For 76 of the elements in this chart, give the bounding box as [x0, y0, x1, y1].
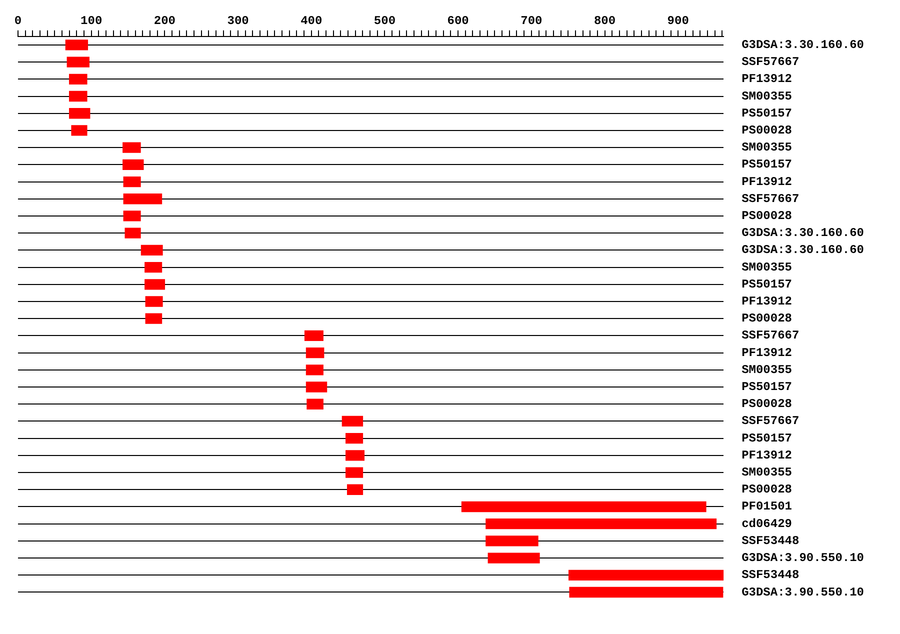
y-tick-label: SM00355	[742, 260, 792, 274]
x-tick-label: 500	[374, 14, 396, 28]
bar	[488, 552, 540, 564]
y-tick-label: PF13912	[742, 294, 792, 309]
bar	[124, 228, 141, 238]
bar	[486, 518, 717, 530]
x-tick-label: 200	[154, 14, 176, 28]
y-tick-label: SSF57667	[742, 192, 800, 206]
y-tick-label: PS50157	[742, 277, 792, 292]
y-tick-label: G3DSA:3.90.550.10	[742, 551, 864, 566]
bar	[304, 330, 324, 342]
bar	[306, 364, 324, 376]
bar	[69, 74, 88, 84]
bar	[144, 262, 162, 273]
bar	[342, 416, 364, 427]
bar	[69, 90, 88, 102]
x-tick-label: 800	[594, 14, 616, 28]
y-tick-label: SM00355	[742, 362, 792, 377]
bar	[123, 176, 141, 188]
y-tick-label: PF13912	[742, 174, 792, 189]
x-tick-label: 300	[227, 14, 249, 28]
y-tick-label: PF13912	[742, 448, 792, 462]
bar	[69, 108, 90, 119]
bar	[569, 586, 724, 598]
bar	[71, 125, 88, 136]
x-tick-label: 400	[300, 14, 322, 28]
x-tick-label: 600	[447, 14, 469, 28]
bar	[306, 398, 324, 410]
y-tick-label: G3DSA:3.30.160.60	[742, 226, 864, 240]
y-tick-label: PS50157	[742, 106, 792, 120]
bar	[346, 432, 364, 444]
y-tick-label: PS50157	[742, 158, 792, 172]
y-tick-label: PS00028	[742, 397, 792, 412]
y-tick-label: G3DSA:3.30.160.60	[742, 38, 864, 52]
bar	[140, 244, 163, 256]
bar	[346, 467, 364, 478]
bar	[122, 142, 141, 153]
y-tick-label: SM00355	[742, 140, 792, 155]
bar	[306, 382, 328, 392]
bar	[145, 296, 163, 307]
y-tick-label: PS00028	[742, 208, 792, 223]
x-tick-label: 100	[80, 14, 102, 28]
y-tick-label: PS50157	[742, 380, 792, 394]
bar	[346, 484, 364, 495]
bar	[306, 347, 324, 358]
y-tick-label: SSF57667	[742, 55, 800, 70]
bar	[461, 501, 706, 512]
bar	[568, 570, 724, 580]
y-tick-label: SSF57667	[742, 414, 800, 428]
bar	[346, 450, 365, 461]
bar	[144, 279, 166, 290]
y-tick-label: G3DSA:3.90.550.10	[742, 585, 864, 600]
bar	[66, 56, 90, 68]
y-tick-label: PF13912	[742, 346, 792, 360]
y-tick-label: PS00028	[742, 312, 792, 326]
y-tick-label: PF01501	[742, 500, 792, 514]
bar	[145, 313, 162, 324]
bar	[486, 536, 538, 546]
y-tick-label: G3DSA:3.30.160.60	[742, 243, 864, 258]
bar	[122, 159, 144, 170]
bar	[123, 210, 141, 222]
bar	[123, 194, 162, 204]
y-tick-label: PF13912	[742, 72, 792, 86]
y-tick-label: SSF53448	[742, 568, 800, 582]
x-tick-label: 0	[14, 14, 22, 28]
y-tick-label: PS50157	[742, 431, 792, 446]
x-tick-label: 900	[667, 14, 689, 28]
y-tick-label: SSF57667	[742, 328, 800, 343]
x-tick-label: 700	[520, 14, 542, 28]
y-tick-label: SSF53448	[742, 534, 800, 548]
y-tick-label: SM00355	[742, 466, 792, 480]
y-tick-label: SM00355	[742, 89, 792, 104]
bar	[65, 40, 88, 50]
y-tick-label: cd06429	[742, 516, 792, 531]
y-tick-label: PS00028	[742, 123, 792, 138]
y-tick-label: PS00028	[742, 482, 792, 497]
